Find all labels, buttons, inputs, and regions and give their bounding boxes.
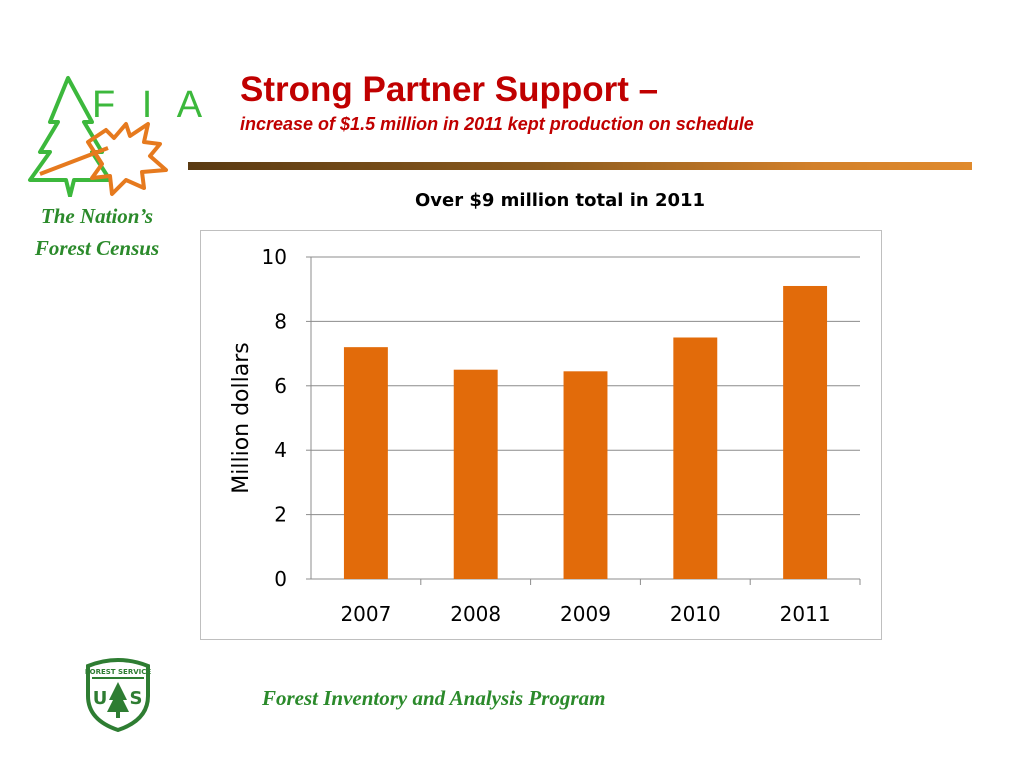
y-tick-label: 8	[274, 309, 287, 333]
svg-text:FOREST SERVICE: FOREST SERVICE	[85, 668, 152, 676]
page-subtitle: increase of $1.5 million in 2011 kept pr…	[240, 114, 754, 134]
tagline-line-1: The Nation’s	[40, 204, 154, 228]
x-tick-label: 2011	[780, 602, 831, 626]
fia-tree-leaf-icon	[28, 76, 168, 198]
x-tick-label: 2007	[340, 602, 391, 626]
x-tick-label: 2009	[560, 602, 611, 626]
bar-chart: 0 2 4 6 8 10 2007 2008 2009 2010 2011 Million dolla…	[229, 245, 861, 626]
y-axis-label: Million dollars	[229, 342, 254, 493]
bar-2008	[453, 369, 498, 579]
bar-2011	[783, 285, 828, 579]
bar-2007	[343, 347, 388, 579]
x-tick-label: 2008	[450, 602, 501, 626]
y-tick-label: 6	[274, 374, 287, 398]
fia-logo	[10, 72, 192, 198]
page-title: Strong Partner Support –	[240, 70, 659, 109]
usfs-shield-logo: FOREST SERVICE U S	[82, 656, 154, 733]
y-tick-label: 2	[274, 503, 287, 527]
chart-frame	[200, 230, 882, 640]
header-divider	[188, 162, 972, 170]
y-tick-label: 10	[262, 245, 287, 269]
footer-program-name: Forest Inventory and Analysis Program	[262, 686, 606, 710]
tagline-line-2: Forest Census	[34, 236, 160, 260]
usfs-shield-icon: FOREST SERVICE U S	[85, 658, 152, 733]
chart-title: Over $9 million total in 2011	[414, 190, 706, 211]
y-tick-label: 4	[274, 438, 287, 462]
fia-letters: F I A	[92, 84, 211, 126]
x-tick-label: 2010	[670, 602, 721, 626]
y-tick-label: 0	[274, 567, 287, 591]
fia-tagline: The Nation’s Forest Census	[4, 200, 190, 264]
svg-text:S: S	[130, 688, 143, 709]
bar-2009	[563, 371, 608, 579]
svg-text:U: U	[93, 688, 108, 709]
bar-2010	[673, 337, 718, 579]
